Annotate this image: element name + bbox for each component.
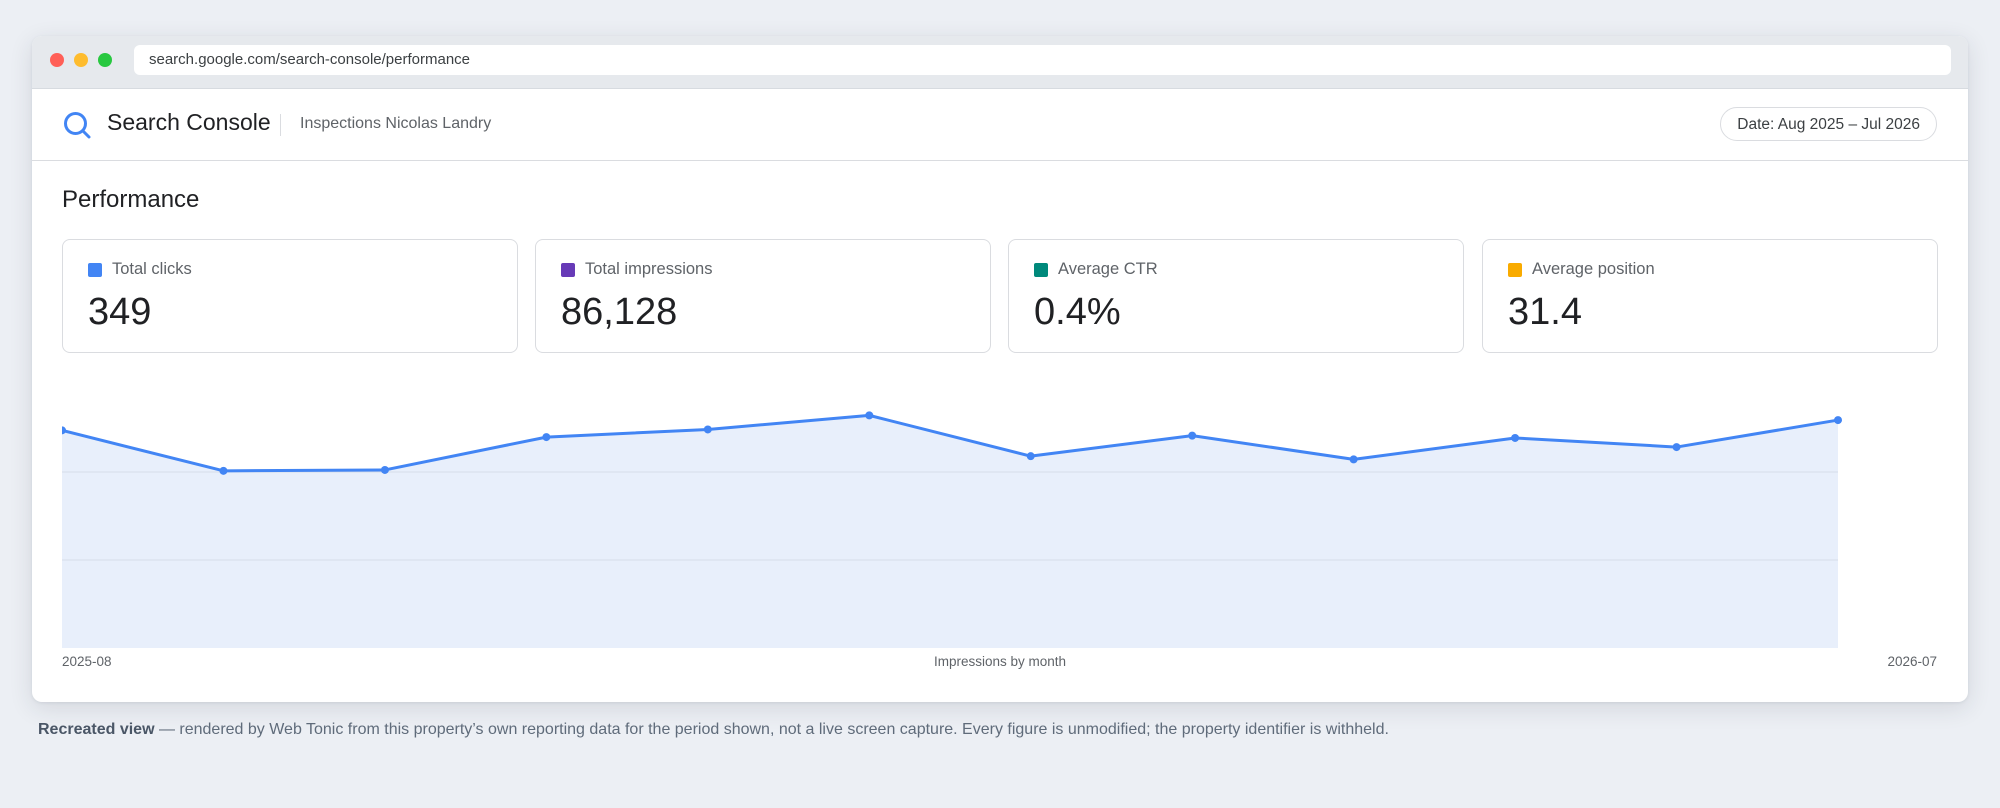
metric-swatch [561, 263, 575, 277]
chart-point-2026-06[interactable] [1672, 443, 1681, 452]
metric-label: Total clicks [112, 260, 192, 278]
caption-bold: Recreated view [38, 721, 155, 738]
chart-point-2026-01[interactable] [865, 411, 874, 420]
date-range-button[interactable]: Date: Aug 2025 – Jul 2026 [1720, 107, 1937, 141]
chart-point-2025-09[interactable] [219, 466, 228, 475]
search-icon[interactable] [62, 110, 92, 140]
chart-point-2026-02[interactable] [1026, 452, 1035, 461]
chart-point-2026-04[interactable] [1349, 455, 1358, 464]
metric-card-position[interactable]: Average position 31.4 [1482, 239, 1938, 353]
impressions-chart [62, 411, 1842, 648]
metric-card-ctr[interactable]: Average CTR 0.4% [1008, 239, 1464, 353]
chart-point-2025-11[interactable] [542, 433, 551, 442]
metric-swatch [88, 263, 102, 277]
metric-value: 86,128 [561, 291, 678, 333]
app-header: Search Console Inspections Nicolas Landr… [32, 89, 1968, 161]
chart-point-2025-08[interactable] [62, 426, 66, 435]
metric-swatch [1034, 263, 1048, 277]
chart-point-2026-03[interactable] [1188, 431, 1197, 440]
caption-text: — rendered by Web Tonic from this proper… [154, 721, 1389, 738]
metric-card-clicks[interactable]: Total clicks 349 [62, 239, 518, 353]
chart-point-2025-12[interactable] [703, 425, 712, 434]
metric-value: 0.4% [1034, 291, 1121, 333]
app-title[interactable]: Search Console [107, 109, 271, 135]
chart-point-2026-07[interactable] [1834, 416, 1842, 425]
metric-card-impressions[interactable]: Total impressions 86,128 [535, 239, 991, 353]
minimize-window-button[interactable] [74, 53, 88, 67]
chart-series-line [62, 413, 1839, 473]
chart-area [62, 415, 1838, 648]
chart-point-2026-05[interactable] [1511, 433, 1520, 442]
maximize-window-button[interactable] [98, 53, 112, 67]
chart-point-2025-10[interactable] [380, 465, 389, 474]
header-divider [280, 114, 281, 136]
metric-label: Average position [1532, 260, 1655, 278]
metric-value: 349 [88, 291, 152, 333]
close-window-button[interactable] [50, 53, 64, 67]
x-axis-title: Impressions by month [933, 654, 1067, 669]
address-bar[interactable]: search.google.com/search-console/perform… [134, 45, 1951, 75]
metric-label: Total impressions [585, 260, 713, 278]
page-title: Performance [62, 186, 200, 213]
metric-value: 31.4 [1508, 291, 1582, 333]
metric-label: Average CTR [1058, 260, 1158, 278]
property-name[interactable]: Inspections Nicolas Landry [300, 115, 492, 132]
x-axis-start-label: 2025-08 [62, 654, 112, 669]
browser-toolbar: search.google.com/search-console/perform… [32, 36, 1968, 89]
metric-swatch [1508, 263, 1522, 277]
browser-window: search.google.com/search-console/perform… [32, 36, 1968, 702]
x-axis-end-label: 2026-07 [1887, 654, 1937, 669]
footer-caption: Recreated view — rendered by Web Tonic f… [38, 721, 1389, 739]
